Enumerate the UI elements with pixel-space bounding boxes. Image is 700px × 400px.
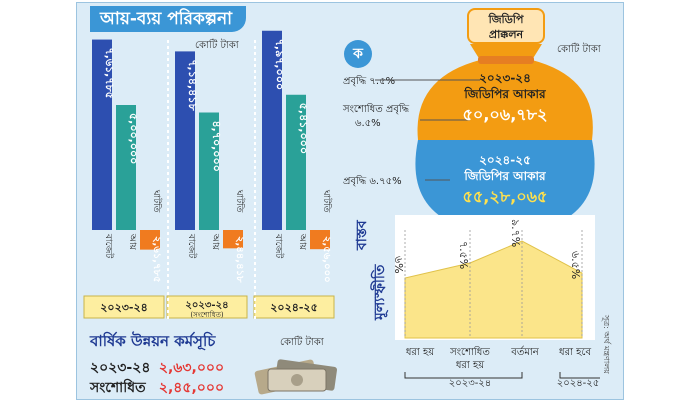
series-label: আয়: [127, 233, 137, 250]
bar-income: [116, 105, 136, 230]
gdp-header: জিডিপি প্রাক্কলন: [467, 8, 545, 44]
year-bracket: [404, 372, 523, 379]
bar-value-label: ২,৪৪,৪১৮: [234, 236, 245, 283]
inflation-value-label: ৭.৫%: [457, 241, 470, 269]
bar-budget: [92, 39, 112, 231]
year-label: ২০২৩-২৪: [185, 300, 228, 311]
bar-deficit: [310, 230, 330, 250]
inflation-value-label: ৯.৭%: [509, 219, 522, 247]
inflation-year2: ২০২৪-২৫: [556, 378, 600, 389]
logo-icon: ক: [344, 40, 372, 68]
inflation-title-1: বাস্তব: [354, 220, 370, 250]
gdp-header-line2: প্রাক্কলন: [488, 28, 524, 41]
inflation-xlabel: ধরা হয়: [405, 347, 435, 358]
inflation-xlabel: ধরা হবে: [558, 347, 592, 358]
bag1-label: জিডিপির আকার: [464, 87, 546, 101]
growth-label-revised-value: ৬.৫%: [355, 118, 381, 129]
gdp-header-line1: জিডিপি: [488, 13, 524, 26]
adp-row-value: ২,৬৩,০০০: [158, 360, 225, 376]
adp-row-label: ২০২৩-২৪: [90, 360, 151, 376]
series-label: ঘাটতি: [321, 189, 333, 213]
bar-value-label: ৪,৭০,০০০: [210, 121, 223, 172]
bar-budget: [262, 30, 282, 230]
series-label: আয়: [210, 233, 220, 250]
bar-value-label: ৫,০০,০০০: [127, 113, 140, 164]
series-label: বাজেট: [103, 233, 115, 259]
growth-label: প্রবৃদ্ধি ৭.৫%: [343, 76, 396, 87]
bag2-label: জিডিপির আকার: [464, 169, 546, 183]
page-title: আয়-ব্যয় পরিকল্পনা: [90, 6, 247, 32]
bar-value-label: ৭,১৪,৪১৮: [186, 59, 199, 111]
adp-title: বার্ষিক উন্নয়ন কর্মসূচি: [90, 332, 216, 350]
money-icon: [254, 359, 337, 395]
year-sublabel: (সংশোধিত): [190, 311, 224, 319]
inflation-xlabel: সংশোধিত: [450, 347, 490, 358]
bar-value-label: ৭,৬১,৭৮৫: [103, 48, 116, 99]
inflation-xlabel: ধরা হয়: [455, 360, 485, 371]
adp-row: ২০২৩-২৪ ২,৬৩,০০০: [90, 356, 224, 380]
year-label: ২০২৩-২৪: [100, 301, 147, 314]
series-label: ঘাটতি: [151, 189, 163, 213]
source-note: সূত্র: অর্থ মন্ত্রণালয়: [602, 315, 611, 374]
bag1-value: ৫০,০৬,৭৮২: [462, 105, 548, 124]
adp-row: সংশোধিত ২,৪৫,০০০: [90, 376, 224, 400]
bar-value-label: ২,৬১,৭৮৫: [151, 236, 162, 283]
budget-unit: কোটি টাকা: [195, 40, 239, 51]
bag1-year: ২০২৩-২৪: [479, 71, 531, 85]
adp-row-label: সংশোধিত: [90, 380, 146, 396]
adp-row-value: ২,৪৫,০০০: [158, 380, 225, 396]
series-label: ঘাটতি: [234, 189, 246, 213]
inflation-xlabel: বর্তমান: [511, 347, 539, 358]
year-label: ২০২৪-২৫: [270, 301, 317, 314]
bar-deficit: [140, 230, 160, 250]
bar-deficit: [223, 230, 243, 249]
series-label: বাজেট: [273, 233, 285, 259]
growth-label-next: প্রবৃদ্ধি ৬.৭৫%: [343, 176, 402, 187]
inflation-value-label: ৬.৫%: [569, 251, 582, 279]
bar-value-label: ২,৫৬,০০০: [321, 236, 332, 283]
inflation-value-label: ৬%: [392, 256, 405, 274]
bar-budget: [175, 51, 195, 230]
series-label: বাজেট: [186, 233, 198, 259]
inflation-year1: ২০২৩-২৪: [448, 378, 492, 389]
year-bracket: [559, 372, 600, 379]
series-label: আয়: [297, 233, 307, 250]
bar-income: [199, 112, 219, 230]
bar-income: [286, 94, 306, 230]
gdp-unit: কোটি টাকা: [557, 44, 601, 55]
year-box: [83, 295, 165, 319]
adp-unit: কোটি টাকা: [280, 337, 324, 348]
bar-value-label: ৫,৪১,০০০: [297, 103, 310, 154]
bar-value-label: ৭,৯৭,০০০: [273, 39, 286, 90]
bag2-year: ২০২৪-২৫: [479, 153, 531, 167]
bag2-value: ৫৫,২৮,০৬৫: [462, 187, 548, 206]
growth-label-revised: সংশোধিত প্রবৃদ্ধি: [343, 104, 410, 115]
inflation-title-2: মূল্যস্ফীতি: [372, 264, 388, 320]
